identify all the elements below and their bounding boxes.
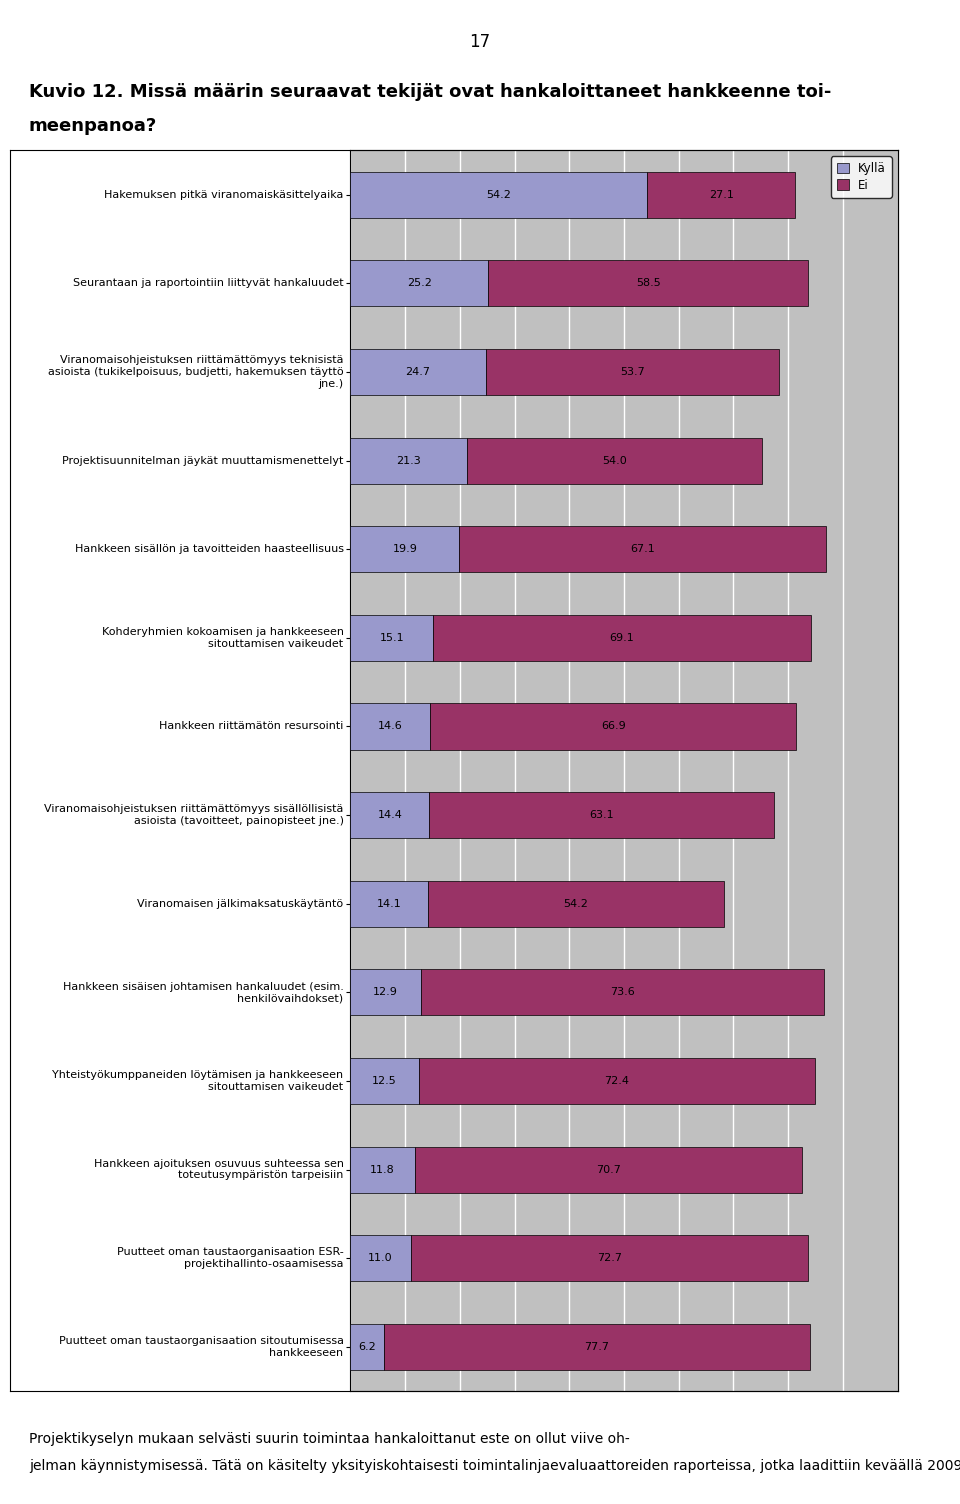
Bar	[350, 171, 647, 218]
Text: 24.7: 24.7	[405, 367, 430, 378]
Text: 67.1: 67.1	[631, 544, 656, 555]
Bar	[489, 260, 808, 307]
Bar	[430, 704, 797, 749]
Text: Projektisuunnitelman jäykät muuttamismenettelyt: Projektisuunnitelman jäykät muuttamismen…	[62, 456, 344, 466]
Text: Hankkeen riittämätön resursointi: Hankkeen riittämätön resursointi	[159, 722, 344, 731]
Text: 14.4: 14.4	[377, 811, 402, 820]
Bar	[486, 349, 780, 396]
Bar	[467, 438, 762, 484]
Text: 69.1: 69.1	[610, 633, 635, 642]
Bar	[384, 1324, 809, 1370]
Bar	[433, 615, 811, 660]
Text: Viranomaisohjeistuksen riittämättömyys sisällöllisistä
asioista (tavoitteet, pai: Viranomaisohjeistuksen riittämättömyys s…	[44, 805, 344, 826]
Bar	[459, 526, 827, 572]
Text: Hakemuksen pitkä viranomaiskäsittelyaika: Hakemuksen pitkä viranomaiskäsittelyaika	[105, 190, 344, 200]
Text: 11.0: 11.0	[369, 1253, 393, 1263]
Bar	[421, 970, 824, 1015]
Bar	[350, 615, 433, 660]
Text: 54.2: 54.2	[564, 899, 588, 908]
Text: 58.5: 58.5	[636, 278, 660, 289]
Text: 14.1: 14.1	[376, 899, 401, 908]
Text: meenpanoa?: meenpanoa?	[29, 117, 157, 135]
Bar	[350, 970, 421, 1015]
Text: 11.8: 11.8	[371, 1164, 396, 1175]
Text: Puutteet oman taustaorganisaation ESR-
projektihallinto-osaamisessa: Puutteet oman taustaorganisaation ESR- p…	[117, 1247, 344, 1269]
Bar	[350, 1324, 384, 1370]
Bar	[429, 793, 775, 838]
Bar	[647, 171, 795, 218]
Text: 21.3: 21.3	[396, 456, 421, 466]
Bar	[350, 1235, 411, 1281]
Text: Kohderyhmien kokoamisen ja hankkeeseen
sitouttamisen vaikeudet: Kohderyhmien kokoamisen ja hankkeeseen s…	[102, 627, 344, 648]
Text: Seurantaan ja raportointiin liittyvät hankaluudet: Seurantaan ja raportointiin liittyvät ha…	[73, 278, 344, 289]
Text: Yhteistyökumppaneiden löytämisen ja hankkeeseen
sitouttamisen vaikeudet: Yhteistyökumppaneiden löytämisen ja hank…	[53, 1071, 344, 1092]
Text: Kuvio 12. Missä määrin seuraavat tekijät ovat hankaloittaneet hankkeenne toi-: Kuvio 12. Missä määrin seuraavat tekijät…	[29, 83, 831, 101]
Text: 15.1: 15.1	[379, 633, 404, 642]
Bar	[350, 704, 430, 749]
Text: Puutteet oman taustaorganisaation sitoutumisessa
hankkeeseen: Puutteet oman taustaorganisaation sitout…	[59, 1336, 344, 1358]
Text: Viranomaisohjeistuksen riittämättömyys teknisistä
asioista (tukikelpoisuus, budj: Viranomaisohjeistuksen riittämättömyys t…	[48, 355, 344, 388]
Text: Hankkeen sisäisen johtamisen hankaluudet (esim.
henkilövaihdokset): Hankkeen sisäisen johtamisen hankaluudet…	[62, 982, 344, 1003]
Text: Hankkeen ajoituksen osuvuus suhteessa sen
toteutusympäristön tarpeisiin: Hankkeen ajoituksen osuvuus suhteessa se…	[93, 1158, 344, 1181]
Bar	[350, 438, 467, 484]
Text: 6.2: 6.2	[358, 1342, 376, 1352]
Bar	[350, 1146, 415, 1193]
Text: 63.1: 63.1	[589, 811, 614, 820]
Legend: Kyllä, Ei: Kyllä, Ei	[831, 156, 892, 197]
Text: 17: 17	[469, 33, 491, 51]
Text: 12.5: 12.5	[372, 1075, 397, 1086]
Text: 54.2: 54.2	[487, 190, 511, 200]
Text: Projektikyselyn mukaan selvästi suurin toimintaa hankaloittanut este on ollut vi: Projektikyselyn mukaan selvästi suurin t…	[29, 1432, 630, 1445]
Text: 77.7: 77.7	[585, 1342, 610, 1352]
Text: 70.7: 70.7	[596, 1164, 621, 1175]
Text: 72.4: 72.4	[605, 1075, 630, 1086]
Text: jelman käynnistymisessä. Tätä on käsitelty yksityiskohtaisesti toimintalinjaeval: jelman käynnistymisessä. Tätä on käsitel…	[29, 1459, 960, 1472]
Text: 27.1: 27.1	[708, 190, 733, 200]
Bar	[350, 881, 427, 926]
Bar	[350, 526, 459, 572]
Text: Hankkeen sisällön ja tavoitteiden haasteellisuus: Hankkeen sisällön ja tavoitteiden haaste…	[75, 544, 344, 555]
Bar	[350, 349, 486, 396]
Text: 73.6: 73.6	[610, 987, 635, 997]
Text: 66.9: 66.9	[601, 722, 626, 731]
Text: 25.2: 25.2	[407, 278, 432, 289]
Bar	[427, 881, 724, 926]
Text: Viranomaisen jälkimaksatuskäytäntö: Viranomaisen jälkimaksatuskäytäntö	[137, 899, 344, 908]
Text: 54.0: 54.0	[602, 456, 627, 466]
Text: 53.7: 53.7	[620, 367, 645, 378]
Bar	[350, 793, 429, 838]
Text: 12.9: 12.9	[373, 987, 398, 997]
Text: 19.9: 19.9	[393, 544, 418, 555]
Text: 72.7: 72.7	[597, 1253, 622, 1263]
Bar	[350, 260, 489, 307]
Bar	[350, 1057, 419, 1104]
Bar	[419, 1057, 815, 1104]
Text: 14.6: 14.6	[378, 722, 403, 731]
Bar	[415, 1146, 802, 1193]
Bar	[411, 1235, 808, 1281]
